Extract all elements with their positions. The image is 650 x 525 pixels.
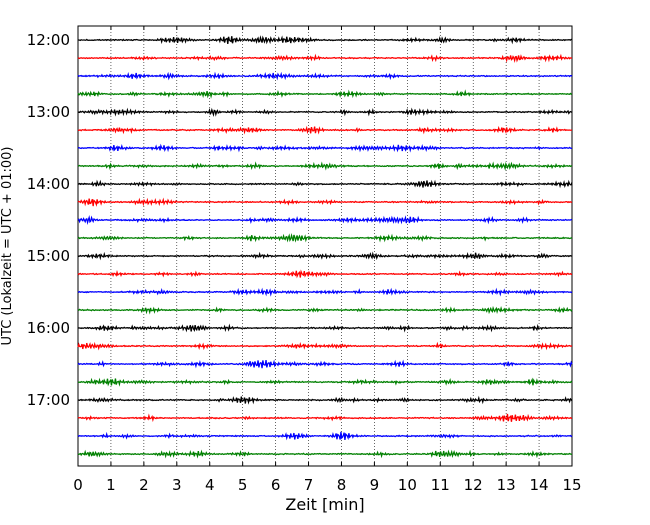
x-tick-label: 6	[271, 476, 281, 494]
seismogram-trace	[77, 431, 573, 441]
seismogram-trace	[77, 89, 573, 99]
x-tick-label: 9	[370, 476, 380, 494]
hour-label: 14:00	[27, 175, 70, 193]
seismogram-trace	[77, 143, 573, 153]
seismogram-trace	[77, 341, 573, 351]
x-tick-label: 13	[497, 476, 516, 494]
seismogram-trace	[77, 413, 573, 423]
seismogram-trace	[77, 269, 573, 279]
x-tick-label: 4	[205, 476, 215, 494]
seismogram-trace	[77, 107, 573, 118]
minute-grid	[110, 26, 540, 466]
seismogram-trace	[77, 359, 573, 369]
seismogram-trace	[77, 449, 573, 459]
hour-label: 13:00	[27, 103, 70, 121]
seismogram-trace	[77, 323, 573, 333]
seismogram-trace	[77, 161, 573, 171]
seismogram-trace	[77, 179, 573, 189]
seismogram-trace	[77, 305, 573, 315]
seismogram-trace	[77, 197, 573, 207]
x-tick-label: 10	[398, 476, 417, 494]
seismogram-traces	[77, 35, 573, 459]
x-tick-label: 11	[431, 476, 450, 494]
seismogram-trace	[77, 232, 573, 243]
seismogram-trace	[77, 377, 573, 387]
x-tick-label: 5	[238, 476, 248, 494]
seismogram-trace	[77, 251, 573, 261]
x-axis-label: Zeit [min]	[285, 495, 364, 514]
hour-label: 17:00	[27, 391, 70, 409]
x-axis-ticks: 0 1 2 3 4 5 6 7 8 9 10 11 12 13 14 15	[73, 26, 582, 494]
seismogram-trace	[77, 71, 573, 81]
hour-label: 16:00	[27, 319, 70, 337]
seismogram-trace	[77, 287, 573, 297]
hour-label: 12:00	[27, 31, 70, 49]
x-tick-label: 14	[530, 476, 549, 494]
seismogram-trace	[77, 53, 573, 63]
y-axis-label: UTC (Lokalzeit = UTC + 01:00)	[0, 147, 15, 346]
seismogram-trace	[77, 214, 573, 226]
seismogram-trace	[77, 395, 573, 405]
x-tick-label: 7	[304, 476, 314, 494]
x-tick-label: 1	[106, 476, 116, 494]
x-tick-label: 15	[562, 476, 581, 494]
x-tick-label: 2	[139, 476, 149, 494]
plot-area	[77, 25, 573, 467]
y-axis-hour-ticks: 12:00 13:00 14:00 15:00 16:00 17:00	[27, 31, 82, 409]
seismogram-trace	[77, 35, 573, 45]
x-tick-label: 8	[337, 476, 347, 494]
x-tick-label: 3	[172, 476, 182, 494]
seismogram-trace	[77, 125, 573, 135]
x-tick-label: 12	[464, 476, 483, 494]
hour-label: 15:00	[27, 247, 70, 265]
x-tick-label: 0	[73, 476, 83, 494]
